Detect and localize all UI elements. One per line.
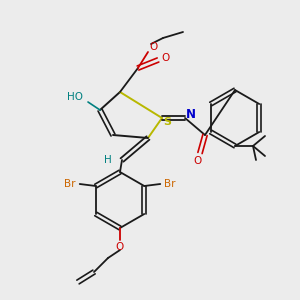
Text: Br: Br: [64, 179, 76, 189]
Text: O: O: [149, 42, 157, 52]
Text: S: S: [163, 117, 171, 127]
Text: O: O: [116, 242, 124, 252]
Text: HO: HO: [67, 92, 83, 102]
Text: O: O: [161, 53, 169, 63]
Text: N: N: [186, 109, 196, 122]
Text: Br: Br: [164, 179, 176, 189]
Text: O: O: [194, 156, 202, 166]
Text: H: H: [104, 155, 112, 165]
